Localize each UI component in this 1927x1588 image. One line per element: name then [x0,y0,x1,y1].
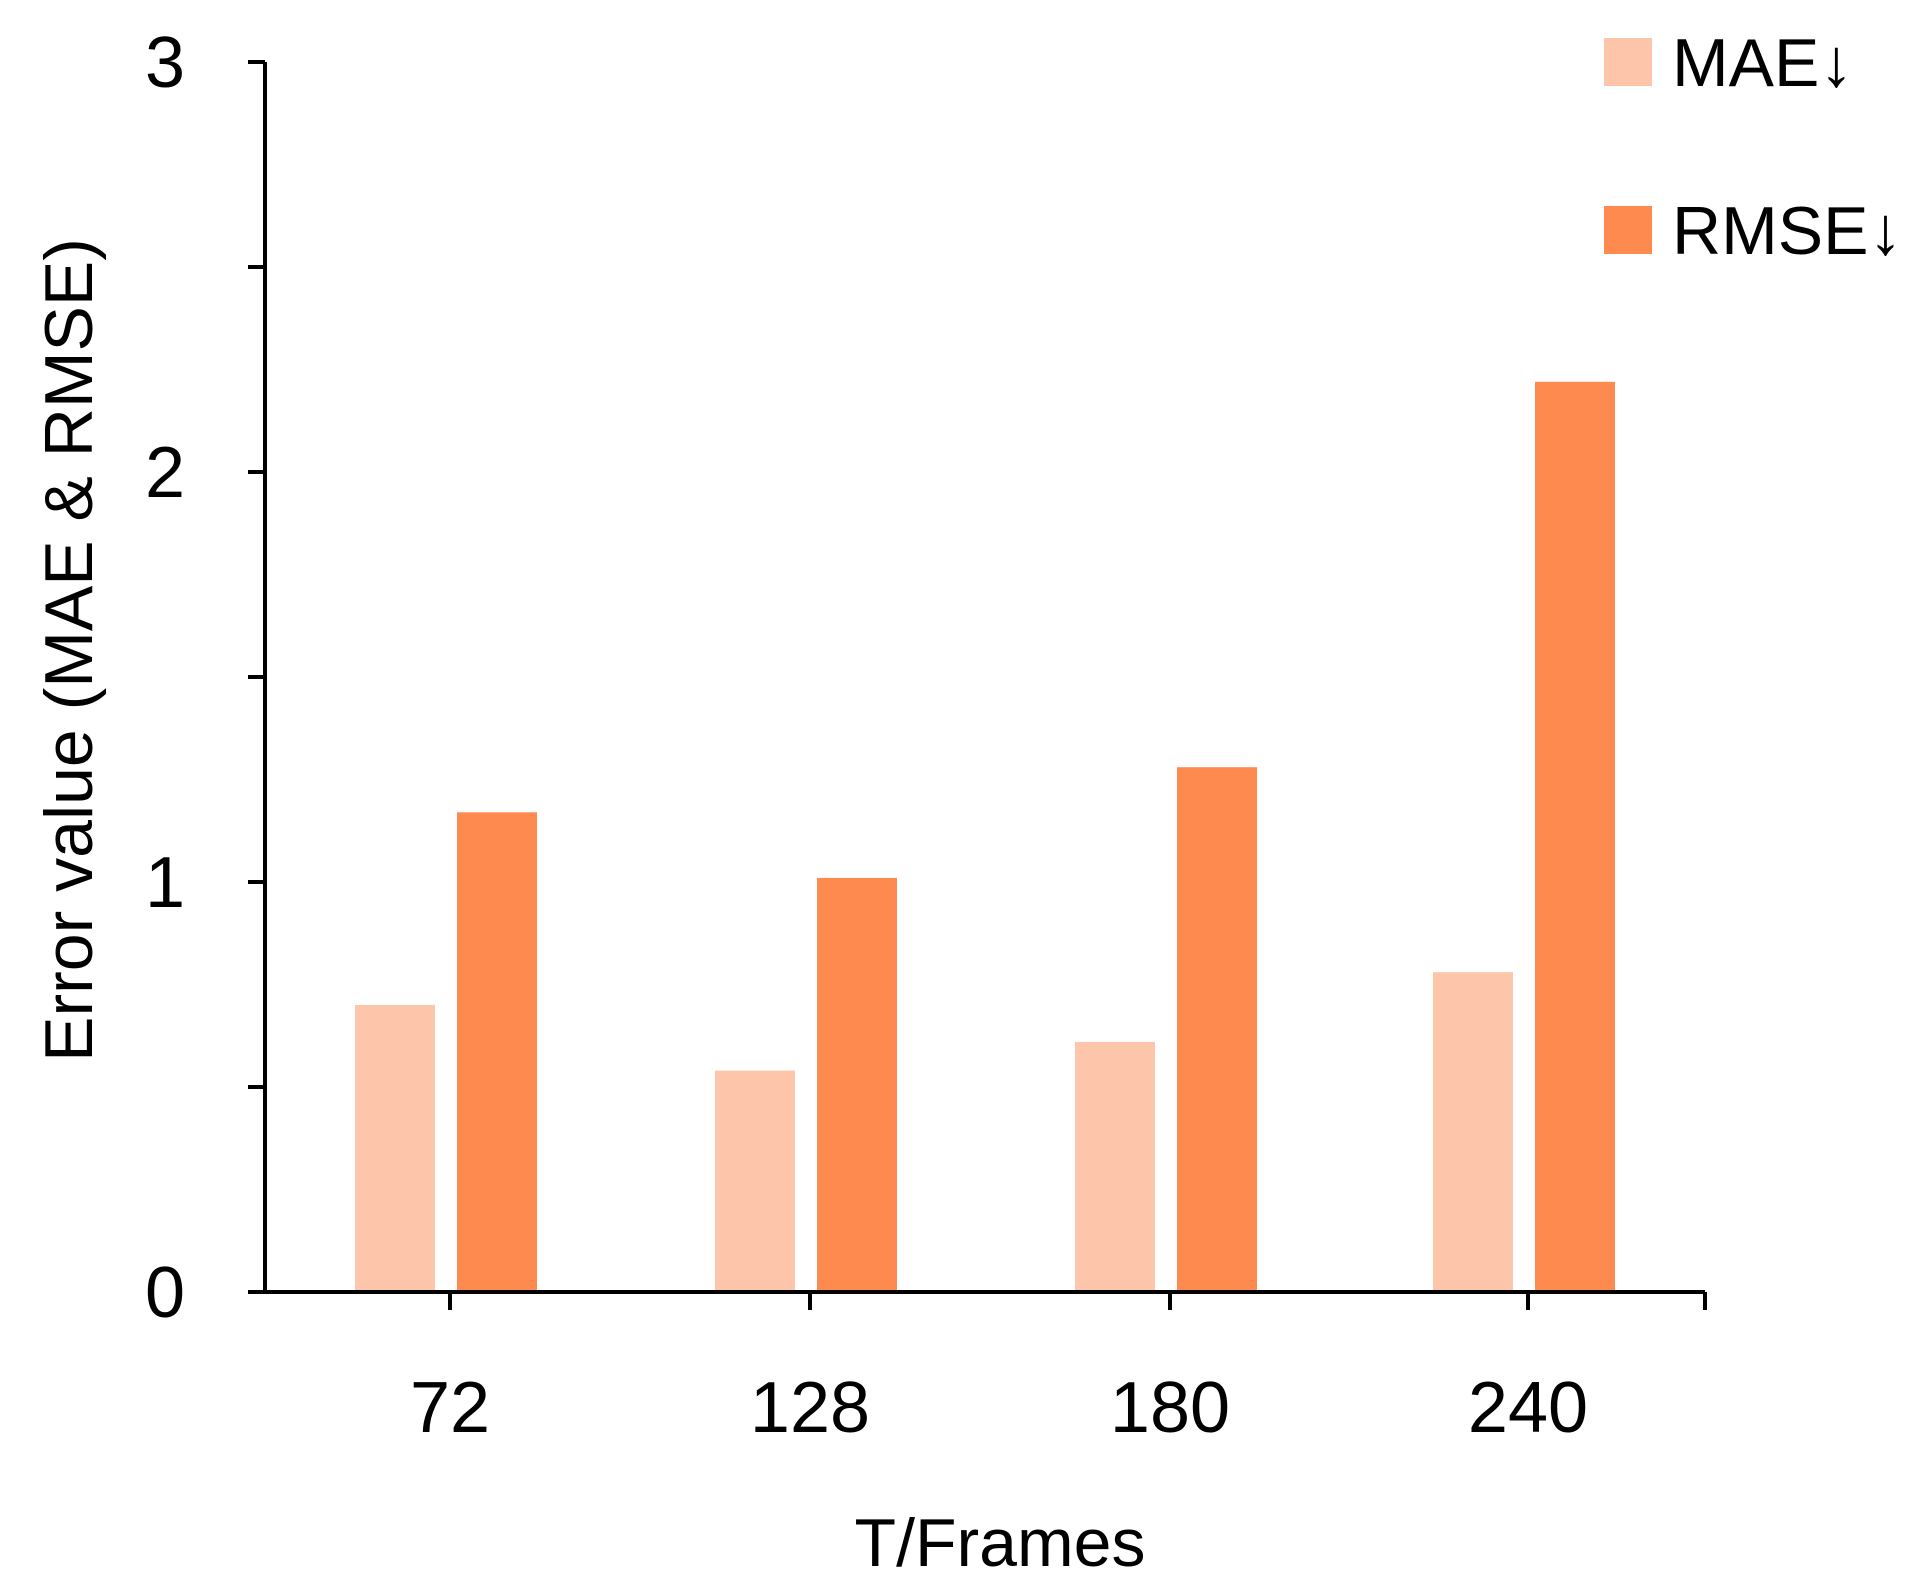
bar-mae-128 [715,1070,795,1292]
y-tick-label: 2 [145,433,185,513]
x-tick-label: 180 [1110,1368,1230,1448]
x-ticks: 72 128 180 240 [410,1292,1707,1448]
x-tick-label: 128 [750,1368,870,1448]
y-tick-label: 0 [145,1253,185,1333]
y-ticks: 0 1 2 3 [145,23,265,1333]
x-tick-label: 72 [410,1368,490,1448]
bar-rmse-180 [1177,767,1257,1292]
legend-swatch-rmse [1604,206,1652,254]
bars-layer [355,381,1615,1292]
bar-mae-180 [1075,1041,1155,1292]
bar-rmse-128 [817,877,897,1292]
legend-swatch-mae [1604,38,1652,86]
legend-label-mae: MAE↓ [1672,25,1853,101]
y-axis-title: Error value (MAE & RMSE) [31,238,107,1062]
y-tick-label: 1 [145,843,185,923]
legend: MAE↓ RMSE↓ [1604,25,1902,269]
bar-mae-240 [1433,972,1513,1292]
bar-rmse-240 [1535,381,1615,1292]
legend-label-rmse: RMSE↓ [1672,193,1902,269]
x-axis-title: T/Frames [855,1505,1146,1581]
y-tick-label: 3 [145,23,185,103]
bar-mae-72 [355,1005,435,1292]
bar-rmse-72 [457,812,537,1292]
x-tick-label: 240 [1468,1368,1588,1448]
